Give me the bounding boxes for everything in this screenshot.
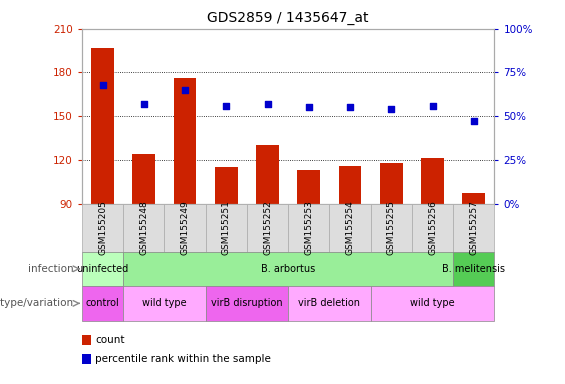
Text: control: control [86,298,119,308]
Point [346,104,355,111]
Point [263,101,272,107]
Point [98,82,107,88]
Text: GSM155248: GSM155248 [140,200,148,255]
Bar [256,145,279,204]
Text: GSM155254: GSM155254 [346,200,354,255]
Bar [297,170,320,204]
Point [181,87,190,93]
Point [139,101,148,107]
Text: genotype/variation: genotype/variation [0,298,73,308]
Text: GSM155256: GSM155256 [428,200,437,255]
Bar [421,158,444,204]
Point [428,103,437,109]
Text: virB disruption: virB disruption [211,298,282,308]
Text: percentile rank within the sample: percentile rank within the sample [95,354,271,364]
Bar [338,166,362,204]
Text: GSM155255: GSM155255 [387,200,396,255]
Text: GSM155257: GSM155257 [470,200,478,255]
Bar [215,167,238,204]
Text: GSM155249: GSM155249 [181,200,189,255]
Bar [380,163,403,204]
Text: B. arbortus: B. arbortus [261,264,315,274]
Text: GSM155253: GSM155253 [305,200,313,255]
Point [305,104,314,111]
Bar [91,48,114,204]
Text: uninfected: uninfected [76,264,129,274]
Bar [462,193,485,204]
Text: B. melitensis: B. melitensis [442,264,505,274]
Point [387,106,396,112]
Text: count: count [95,335,125,345]
Bar [173,78,197,204]
Title: GDS2859 / 1435647_at: GDS2859 / 1435647_at [207,11,369,25]
Text: virB deletion: virB deletion [298,298,360,308]
Point [470,118,479,124]
Text: GSM155252: GSM155252 [263,200,272,255]
Bar [132,154,155,204]
Text: GSM155205: GSM155205 [98,200,107,255]
Text: wild type: wild type [142,298,186,308]
Text: wild type: wild type [410,298,455,308]
Point [221,103,231,109]
Text: infection: infection [28,264,73,274]
Text: GSM155251: GSM155251 [222,200,231,255]
